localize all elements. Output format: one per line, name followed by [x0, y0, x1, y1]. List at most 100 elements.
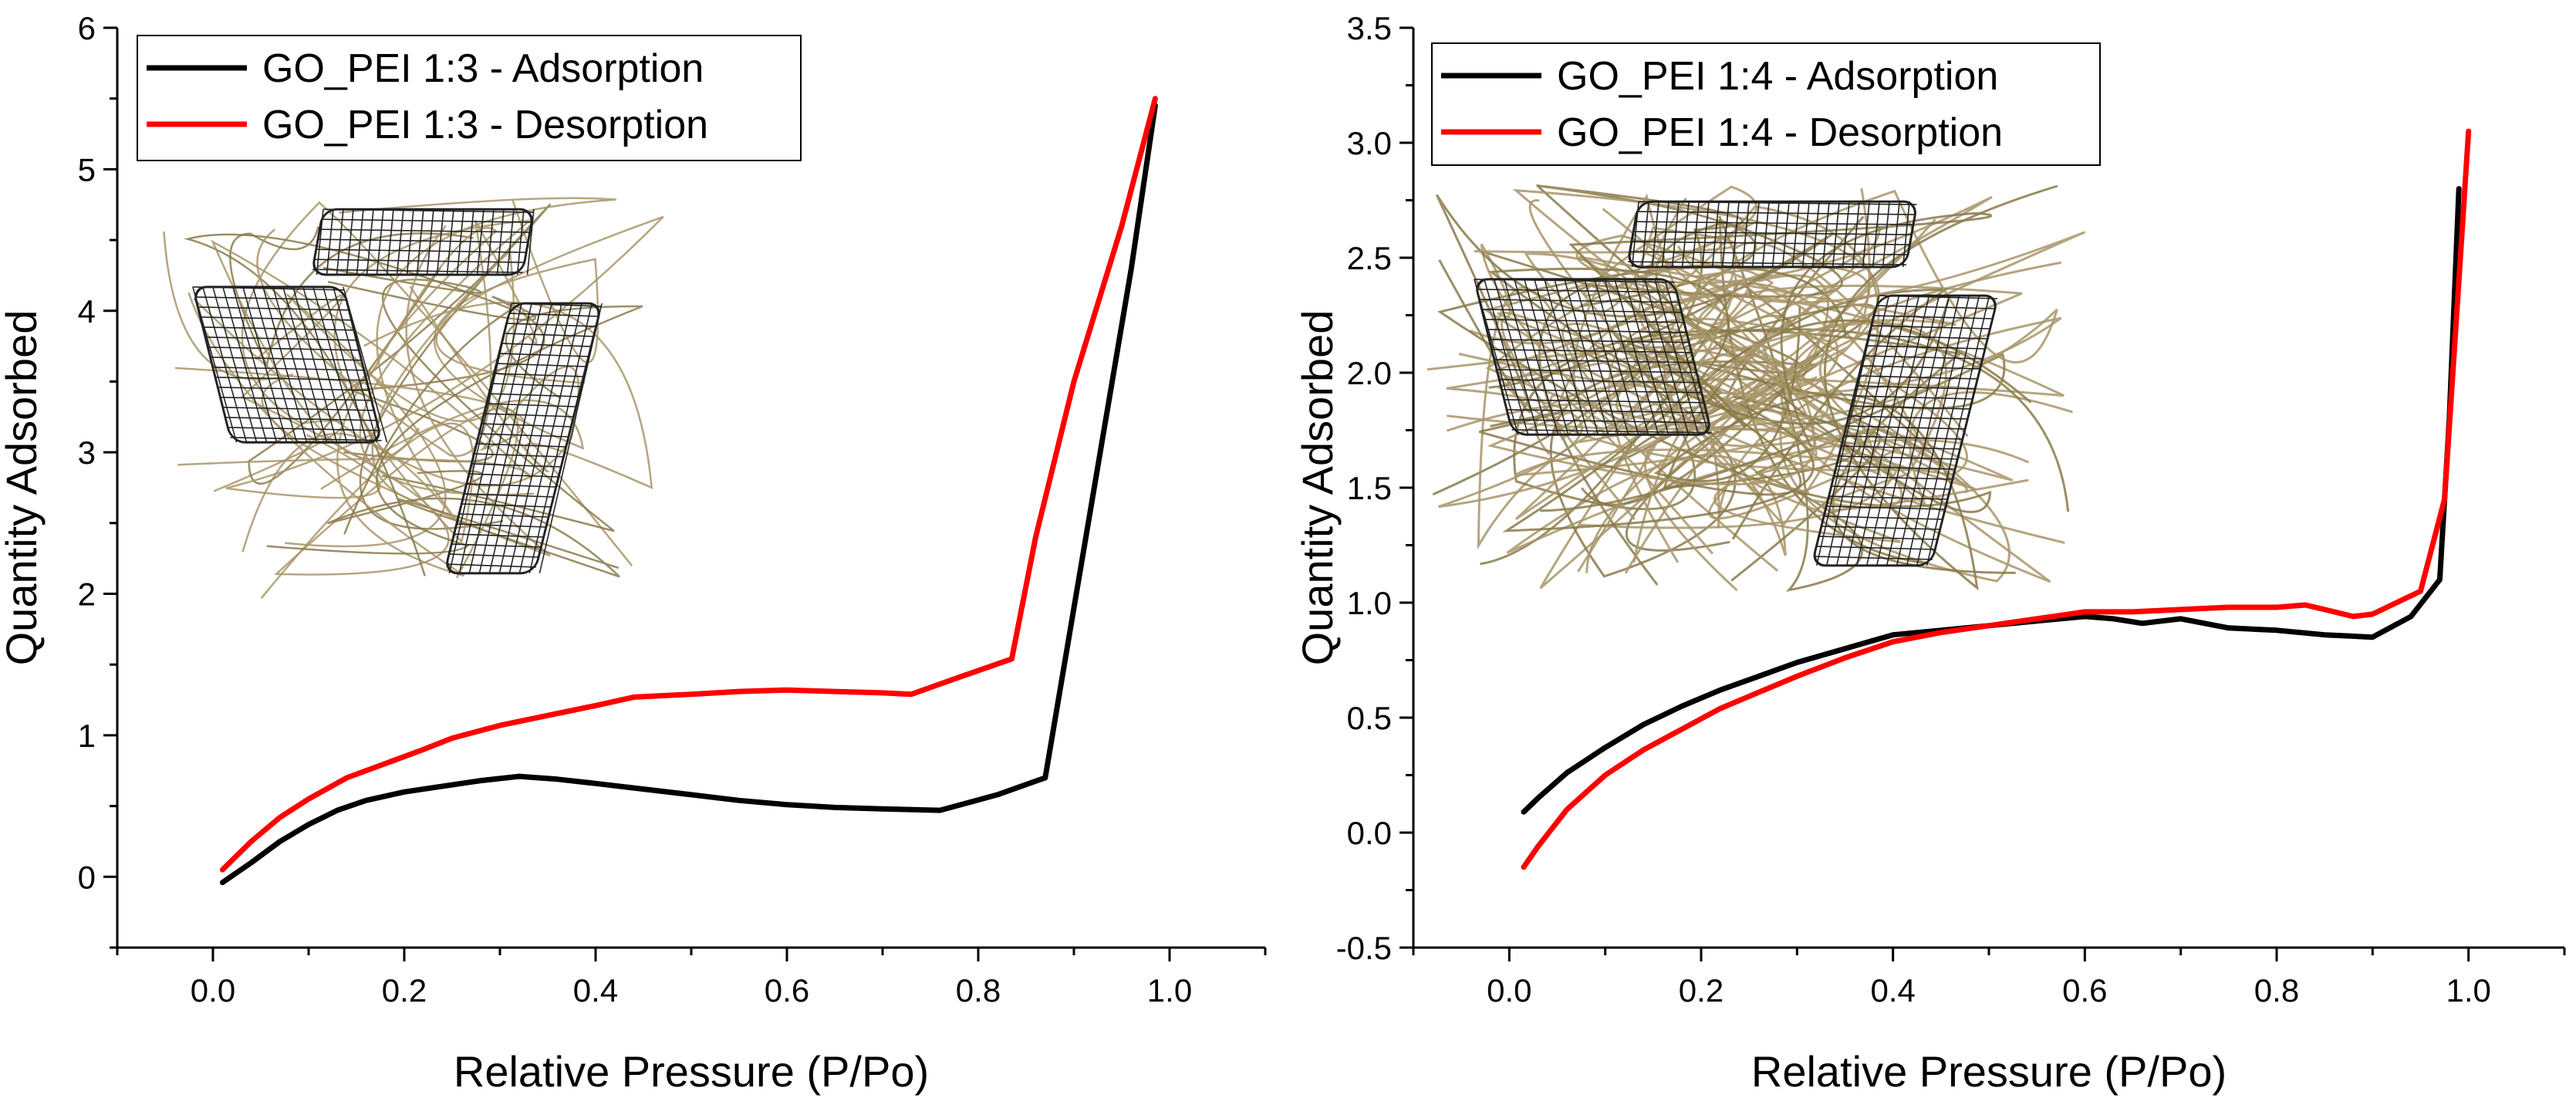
x-tick-label: 0.6 [765, 972, 809, 1009]
x-axis-title: Relative Pressure (P/Po) [454, 1047, 929, 1096]
y-tick-label: -0.5 [1336, 930, 1392, 966]
graphene-sheet-outline [1813, 294, 1997, 567]
graphene-mesh-line [1489, 339, 1690, 343]
graphene-mesh-line [481, 423, 572, 427]
graphene-mesh-line [506, 323, 596, 327]
graphene-mesh-line [1859, 375, 1978, 380]
polymer-strand [322, 266, 615, 532]
legend: GO_PEI 1:4 - Adsorption GO_PEI 1:4 - Deso… [1431, 42, 2101, 166]
polymer-strand [1483, 251, 1875, 506]
polymer-strand [241, 197, 616, 552]
graphene-mesh-line [1896, 296, 1960, 566]
x-tick-label: 0.2 [1679, 972, 1724, 1009]
graphene-mesh-line [1644, 279, 1690, 435]
graphene-mesh-line [316, 209, 324, 275]
y-tick-label: 0 [78, 859, 96, 895]
graphene-mesh-line [302, 286, 348, 443]
graphene-mesh-line [1816, 546, 1936, 550]
graphene-mesh-line [1634, 279, 1680, 435]
graphene-mesh-line [498, 303, 562, 573]
graphene-mesh-line [1836, 465, 1956, 470]
graphene-mesh-line [1865, 345, 1986, 350]
graphene-mesh-line [1633, 231, 1912, 235]
graphene-mesh-line [501, 343, 592, 347]
graphene-sheet [1813, 294, 1998, 567]
graphene-mesh-line [1534, 279, 1579, 435]
legend-label: GO_PEI 1:4 - Desorption [1557, 110, 2003, 155]
polymer-strand [1478, 319, 2032, 496]
graphene-mesh-line [1831, 485, 1950, 490]
graphene-mesh-line [1651, 201, 1659, 268]
graphene-mesh-line [232, 286, 278, 443]
graphene-mesh-line [312, 269, 523, 273]
graphene-mesh-line [1484, 279, 1529, 435]
desorption-series-line [219, 96, 1158, 873]
graphene-mesh-line [436, 209, 444, 275]
graphene-mesh-line [1509, 419, 1710, 424]
graphene-mesh-line [1496, 369, 1697, 373]
graphene-mesh-line [528, 303, 593, 573]
graphene-mesh-line [494, 373, 584, 377]
graphene-mesh-line [1771, 201, 1780, 268]
graphene-mesh-line [1841, 445, 1960, 450]
graphene-mesh-line [1815, 296, 1880, 566]
y-tick-label: 1.5 [1347, 470, 1392, 506]
graphene-mesh-line [202, 326, 355, 331]
graphene-mesh-line [1813, 556, 1933, 560]
graphene-mesh-line [200, 316, 352, 321]
polymer-strand [1474, 226, 1737, 315]
graphene-mesh-line [1614, 279, 1659, 435]
polymer-strand [187, 227, 498, 577]
graphene-mesh-line [1865, 296, 1930, 566]
graphene-sheet [312, 208, 535, 276]
graphene-mesh-line [508, 313, 599, 317]
graphene-mesh-line [225, 417, 377, 421]
desorption-series-line [1521, 128, 2472, 870]
graphene-mesh-line [1494, 279, 1539, 435]
graphene-mesh-line [1781, 201, 1790, 268]
graphene-mesh-line [1848, 415, 1968, 420]
graphene-sheet [192, 286, 388, 444]
graphene-mesh-line [1624, 279, 1670, 435]
graphene-mesh-line [1654, 279, 1700, 435]
graphene-mesh-line [1594, 279, 1639, 435]
graphene-mesh-line [451, 543, 542, 548]
graphene-mesh-line [1476, 289, 1677, 293]
graphene-mesh-line [218, 387, 370, 391]
legend-box [1431, 42, 2101, 166]
graphene-mesh-line [458, 513, 549, 518]
graphene-mesh-line [471, 463, 562, 468]
graphene-mesh-line [508, 303, 572, 573]
graphene-mesh-line [194, 296, 347, 301]
polymer-strand [1514, 249, 1968, 477]
graphene-mesh-line [282, 286, 328, 443]
graphene-mesh-line [1506, 409, 1707, 414]
chart-panel-1: 0.0 0.2 0.4 0.6 0.8 1.0 0 1 2 3 4 5 6 Relative Pressu… [0, 10, 1267, 1096]
graphene-mesh-line [1584, 279, 1629, 435]
graphene-mesh-line [212, 286, 258, 443]
graphene-mesh-line [1791, 201, 1800, 268]
graphene-mesh-line [1875, 305, 1996, 309]
graphene-mesh-line [1604, 279, 1649, 435]
graphene-mesh-line [1628, 261, 1906, 265]
graphene-mesh-line [1843, 435, 1963, 440]
graphene-mesh-line [1875, 296, 1940, 566]
graphene-mesh-line [511, 302, 602, 307]
graphene-mesh-line [202, 286, 248, 443]
graphene-mesh-line [316, 248, 527, 253]
x-tick-label: 0.8 [956, 972, 1001, 1009]
graphene-mesh-line [322, 286, 368, 443]
x-tick-label: 0.6 [2062, 972, 2107, 1009]
graphene-mesh-line [1855, 296, 1920, 566]
graphene-mesh-line [1474, 279, 1675, 283]
graphene-mesh-line [292, 286, 338, 443]
graphene-mesh-line [1818, 536, 1938, 540]
polymer-strand [1435, 194, 1834, 414]
graphene-mesh-line [1636, 211, 1916, 215]
graphene-mesh-line [1484, 319, 1685, 323]
graphene-mesh-line [478, 433, 569, 438]
polymer-strand [225, 215, 664, 499]
graphene-mesh-line [192, 286, 345, 291]
graphene-mesh-line [1926, 296, 1990, 566]
graphene-mesh-line [242, 286, 288, 443]
